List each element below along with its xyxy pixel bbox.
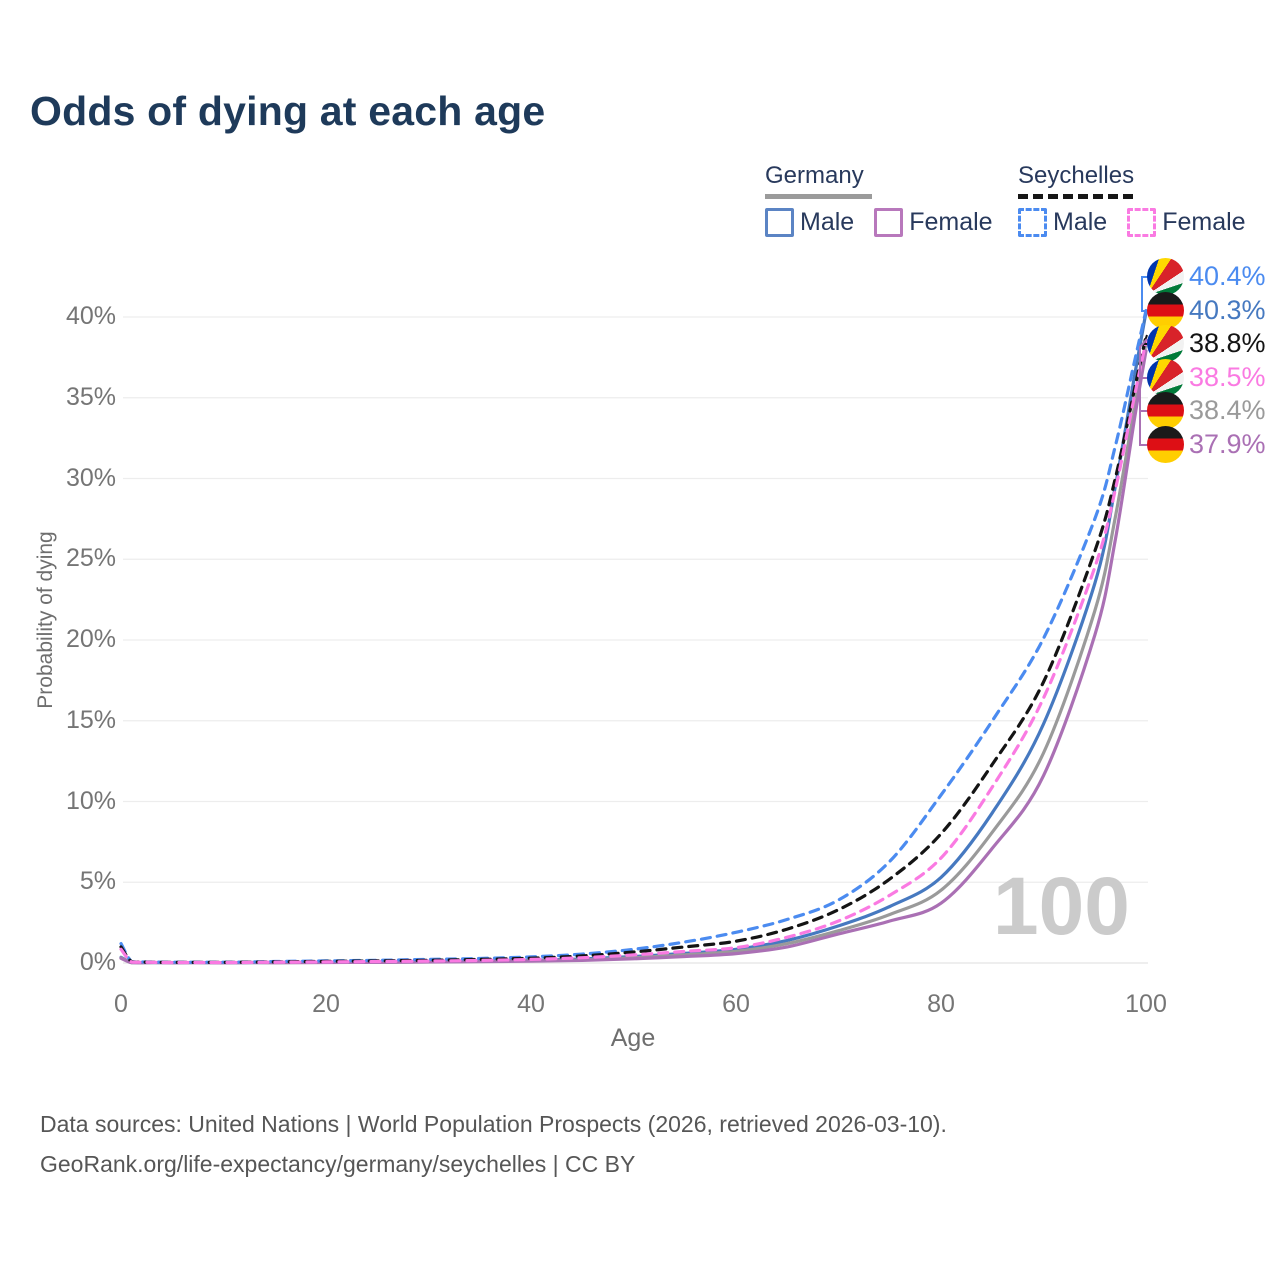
- x-tick-label-0: 0: [114, 990, 128, 1018]
- legend-seychelles-dashed-line-sample: [1018, 194, 1138, 199]
- end-label-seychelles_male: 40.4%: [1147, 258, 1266, 295]
- legend-group-seychelles: Seychelles Male Female: [1018, 162, 1246, 237]
- end-label-germany_both: 38.4%: [1147, 392, 1266, 429]
- curve-seychelles_female: [119, 339, 1148, 965]
- y-tick-label-30%: 30%: [65, 463, 116, 492]
- footer-attribution: GeoRank.org/life-expectancy/germany/seyc…: [40, 1151, 636, 1177]
- legend-group-germany: Germany Male Female: [765, 162, 993, 237]
- connector-male-pair: [1141, 276, 1150, 312]
- y-tick-label-35%: 35%: [65, 382, 116, 411]
- legend-germany-male-swatch[interactable]: [765, 208, 794, 237]
- seychelles-flag-icon: [1147, 359, 1184, 396]
- end-label-value: 38.8%: [1189, 328, 1266, 358]
- y-tick-label-5%: 5%: [79, 867, 116, 896]
- end-label-seychelles_female: 38.5%: [1147, 359, 1266, 396]
- legend-seychelles-male-label[interactable]: Male: [1053, 208, 1108, 236]
- seychelles-flag-icon: [1147, 325, 1184, 362]
- y-tick-label-40%: 40%: [65, 302, 116, 330]
- end-label-seychelles_both: 38.8%: [1147, 325, 1266, 362]
- end-label-value: 38.4%: [1189, 395, 1266, 425]
- x-tick-label-60: 60: [722, 990, 750, 1018]
- chart-title: Odds of dying at each age: [30, 88, 546, 134]
- end-label-germany_male: 40.3%: [1147, 292, 1266, 329]
- y-tick-label-0%: 0%: [79, 948, 116, 976]
- end-label-value: 37.9%: [1189, 429, 1266, 459]
- legend-seychelles-female-label[interactable]: Female: [1162, 208, 1246, 236]
- germany-flag-icon: [1147, 392, 1184, 429]
- y-tick-label-10%: 10%: [65, 786, 116, 815]
- footer-data-sources: Data sources: United Nations | World Pop…: [40, 1111, 947, 1137]
- legend-seychelles-male-swatch[interactable]: [1018, 208, 1047, 237]
- x-tick-label-40: 40: [517, 990, 545, 1018]
- y-tick-label-20%: 20%: [65, 625, 116, 653]
- y-tick-label-15%: 15%: [65, 705, 116, 734]
- end-label-germany_female: 37.9%: [1147, 426, 1266, 463]
- x-tick-label-20: 20: [312, 990, 340, 1018]
- legend-germany-male-label[interactable]: Male: [800, 208, 855, 236]
- legend-germany-name: Germany: [765, 162, 864, 189]
- legend-germany-female-label[interactable]: Female: [909, 208, 993, 236]
- legend-seychelles-female-swatch[interactable]: [1127, 208, 1157, 237]
- footer: Data sources: United Nations | World Pop…: [40, 1104, 947, 1184]
- x-tick-label-80: 80: [927, 990, 955, 1018]
- end-label-value: 38.5%: [1189, 362, 1266, 392]
- x-axis-title: Age: [610, 1024, 656, 1052]
- x-tick-label-100: 100: [1125, 990, 1167, 1018]
- legend-germany-solid-line-sample: [765, 194, 872, 199]
- germany-flag-icon: [1147, 292, 1184, 329]
- end-label-value: 40.4%: [1189, 261, 1266, 291]
- legend-seychelles-name: Seychelles: [1018, 162, 1135, 189]
- end-label-value: 40.3%: [1189, 295, 1266, 325]
- y-tick-label-25%: 25%: [65, 544, 116, 573]
- age-watermark: 100: [993, 861, 1130, 952]
- legend-germany-female-swatch[interactable]: [874, 208, 904, 237]
- germany-flag-icon: [1147, 426, 1184, 463]
- seychelles-flag-icon: [1147, 258, 1184, 295]
